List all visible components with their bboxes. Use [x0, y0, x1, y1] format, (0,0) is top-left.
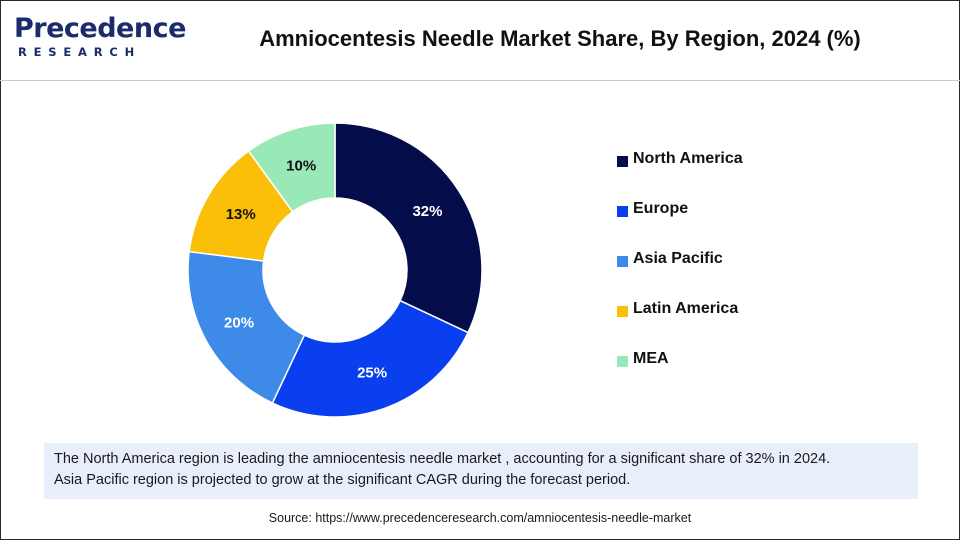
slice-label-mea: 10%: [286, 157, 316, 174]
legend-label: Europe: [633, 200, 689, 217]
slice-europe: [271, 299, 470, 418]
legend-label: Latin America: [633, 300, 739, 317]
legend-item-north-america: North America: [617, 148, 877, 198]
legend-label: North America: [633, 150, 743, 167]
legend-label: MEA: [633, 350, 669, 367]
source-citation: Source: https://www.precedenceresearch.c…: [268, 511, 692, 525]
slice-label-asia-pacific: 20%: [224, 314, 254, 331]
legend-item-asia-pacific: Asia Pacific: [617, 248, 877, 298]
legend-swatch: [617, 156, 628, 167]
slice-north-america: [334, 122, 483, 334]
summary-note: The North America region is leading the …: [44, 443, 918, 499]
legend-swatch: [617, 356, 628, 367]
slice-mea: [247, 122, 336, 213]
legend-swatch: [617, 206, 628, 217]
precedence-research-logo: Precedence RESEARCH: [14, 14, 186, 64]
header: Precedence RESEARCH Amniocentesis Needle…: [0, 0, 960, 81]
legend-item-latin-america: Latin America: [617, 298, 877, 348]
chart-legend: North America Europe Asia Pacific Latin Ame…: [617, 148, 877, 398]
legend-item-mea: MEA: [617, 348, 877, 398]
legend-swatch: [617, 256, 628, 267]
slice-label-north-america: 32%: [412, 203, 442, 220]
legend-item-europe: Europe: [617, 198, 877, 248]
donut-chart: 32% 25% 20% 13% 10%: [187, 122, 483, 418]
slice-asia-pacific: [187, 250, 306, 405]
summary-line-2: Asia Pacific region is projected to grow…: [54, 472, 631, 488]
legend-swatch: [617, 306, 628, 317]
slice-label-europe: 25%: [357, 365, 387, 382]
chart-title: Amniocentesis Needle Market Share, By Re…: [259, 26, 861, 51]
logo-wordmark: Precedence: [14, 13, 186, 44]
legend-label: Asia Pacific: [633, 250, 723, 267]
slice-label-latin-america: 13%: [226, 206, 256, 223]
summary-line-1: The North America region is leading the …: [54, 451, 831, 467]
logo-subtitle: RESEARCH: [18, 45, 142, 59]
